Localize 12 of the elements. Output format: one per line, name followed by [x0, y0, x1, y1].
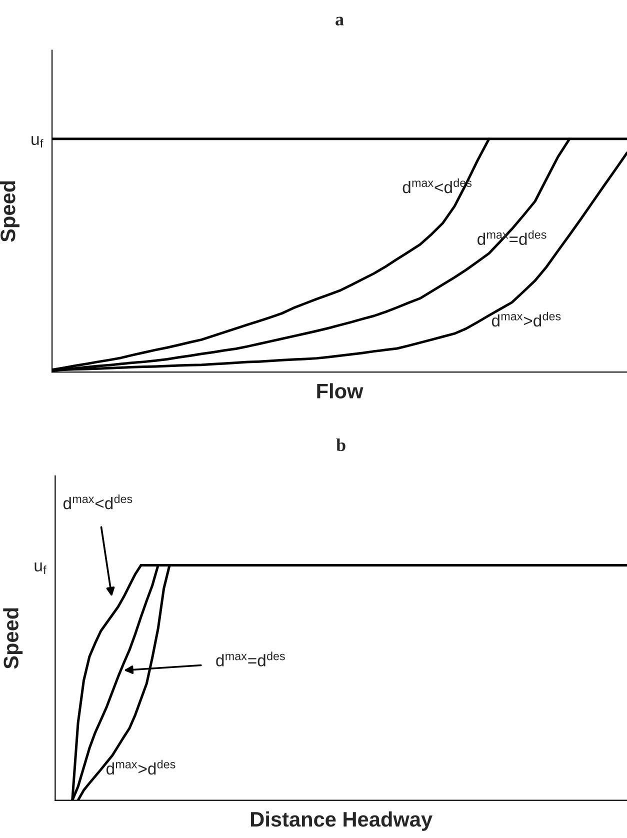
- chart-title: a: [336, 16, 344, 26]
- y-axis-title: Speed: [0, 181, 20, 242]
- annotation: d$^{max}$=d$^{des}$: [216, 652, 285, 666]
- x-axis-title: Flow: [317, 383, 364, 398]
- chart-title: b: [336, 438, 346, 452]
- y-axis-title: Speed: [3, 608, 23, 669]
- text: u$_{f}$: [32, 136, 44, 148]
- x-axis-title: Distance Headway: [251, 811, 432, 831]
- annotation: d$^{max}$>d$^{des}$: [492, 312, 561, 327]
- annotation: d$^{max}$>d$^{des}$: [106, 760, 176, 775]
- text: u$_{f}$: [34, 562, 46, 574]
- text: d$^{max}$<d$^{des}$: [63, 494, 132, 510]
